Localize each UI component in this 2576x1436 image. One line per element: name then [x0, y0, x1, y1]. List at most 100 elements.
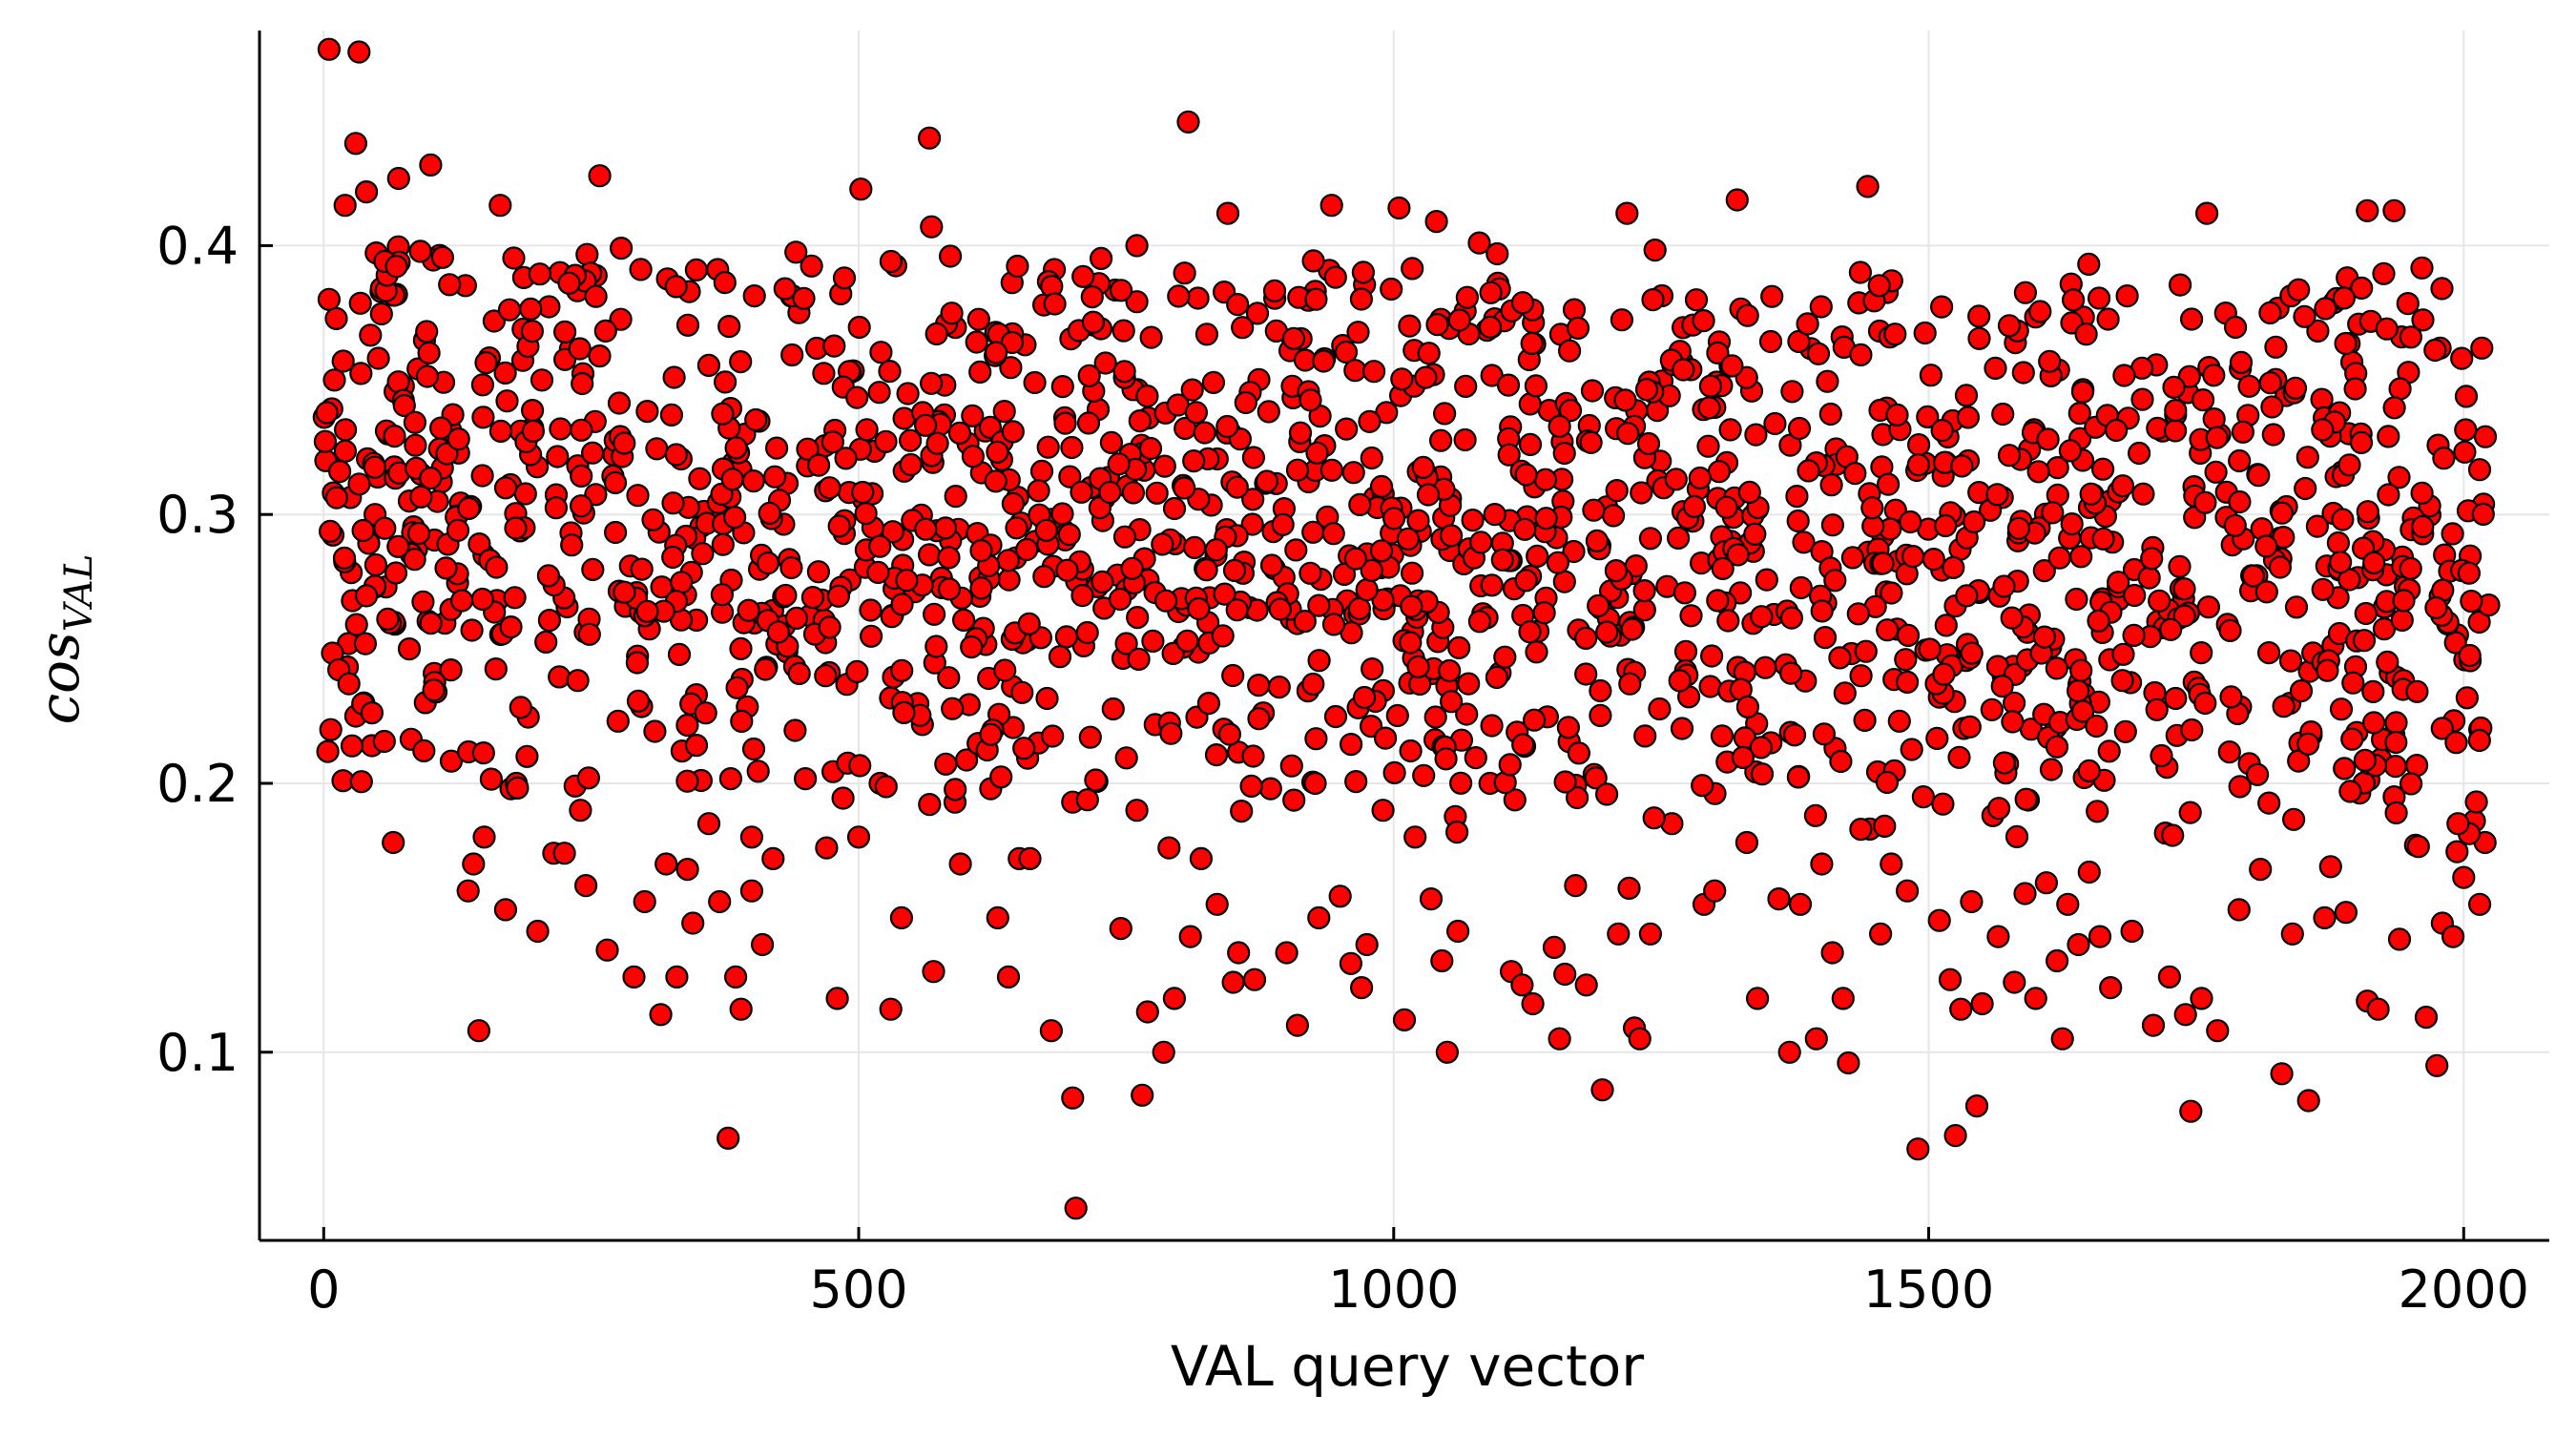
data-point: [630, 557, 654, 581]
data-point: [1574, 973, 1598, 997]
data-point: [1349, 287, 1374, 311]
data-point: [419, 611, 443, 635]
data-point: [1173, 261, 1196, 285]
axes: [258, 31, 2549, 1242]
data-point: [364, 552, 387, 577]
data-point: [892, 700, 916, 725]
data-point: [2457, 561, 2481, 585]
data-point: [947, 421, 972, 445]
data-point: [2316, 658, 2339, 682]
data-point: [1414, 365, 1438, 389]
data-point: [2460, 589, 2483, 614]
data-point: [766, 620, 790, 644]
data-point: [1589, 703, 1612, 728]
data-point: [313, 429, 337, 453]
data-point: [2036, 427, 2060, 451]
data-point: [2032, 625, 2056, 649]
data-point: [2050, 1027, 2074, 1051]
data-point: [347, 40, 371, 64]
data-point: [2458, 643, 2482, 668]
data-point: [1638, 527, 1663, 551]
data-point: [969, 576, 993, 600]
data-point: [890, 593, 914, 616]
data-point: [1930, 419, 1954, 443]
data-point: [1806, 342, 1831, 365]
data-point: [2399, 556, 2422, 581]
data-point: [1562, 298, 1587, 322]
data-point: [603, 470, 628, 494]
data-point: [821, 430, 845, 454]
data-point: [2110, 474, 2135, 498]
data-point: [1271, 512, 1295, 536]
data-point: [2047, 546, 2071, 570]
data-point: [2390, 608, 2414, 633]
data-point: [723, 965, 748, 989]
data-point: [1125, 799, 1149, 822]
data-point: [588, 164, 612, 188]
data-point: [1767, 886, 1791, 911]
data-point: [1788, 892, 1813, 916]
data-point: [1467, 610, 1492, 634]
data-point: [1641, 288, 1665, 312]
data-point: [315, 401, 339, 425]
data-point: [2384, 730, 2408, 755]
data-point: [1725, 188, 1749, 212]
data-point: [1447, 308, 1471, 332]
data-point: [2362, 711, 2386, 735]
data-point: [2311, 577, 2335, 601]
data-point: [1697, 396, 1721, 420]
data-point: [855, 418, 879, 442]
data-point: [1895, 879, 1920, 903]
data-point: [730, 709, 754, 734]
x-tick-label: 500: [809, 1259, 907, 1320]
data-point: [1514, 569, 1538, 593]
data-point: [1141, 629, 1165, 654]
data-point: [474, 351, 498, 375]
data-point: [1400, 594, 1423, 618]
data-point: [1803, 803, 1828, 827]
data-point: [2079, 482, 2103, 506]
data-point: [2445, 840, 2469, 864]
data-point: [670, 571, 694, 594]
data-point: [741, 469, 765, 493]
data-point: [569, 494, 593, 518]
data-point: [1496, 373, 1521, 397]
data-point: [1319, 194, 1343, 218]
data-point: [1906, 433, 1931, 457]
data-point: [1856, 175, 1880, 198]
data-point: [1098, 480, 1122, 505]
data-point: [2452, 865, 2476, 889]
data-point: [1339, 951, 1363, 975]
data-point: [2270, 501, 2294, 525]
data-point: [340, 734, 364, 758]
data-point: [1955, 584, 1979, 608]
data-point: [2333, 757, 2357, 780]
data-point: [1075, 788, 1099, 812]
data-point: [1750, 605, 1774, 629]
data-point: [1323, 265, 1347, 289]
data-point: [333, 194, 357, 218]
data-point: [1242, 968, 1267, 991]
data-point: [1093, 351, 1117, 375]
data-point: [584, 284, 608, 308]
data-point: [317, 37, 341, 61]
data-point: [1145, 481, 1169, 505]
data-point: [641, 508, 665, 531]
data-point: [2070, 380, 2095, 404]
data-point: [944, 484, 967, 509]
data-point: [1871, 552, 1895, 575]
data-point: [1221, 970, 1245, 994]
data-point: [2168, 554, 2192, 578]
data-point: [984, 341, 1008, 364]
data-point: [2145, 697, 2169, 721]
data-point: [568, 337, 592, 361]
data-point: [659, 403, 684, 427]
data-point: [2261, 423, 2285, 447]
data-point: [2096, 307, 2120, 331]
data-point: [462, 852, 486, 876]
data-point: [1382, 760, 1406, 785]
data-point: [1849, 343, 1873, 366]
data-point: [1461, 508, 1485, 532]
data-point: [1355, 932, 1379, 957]
